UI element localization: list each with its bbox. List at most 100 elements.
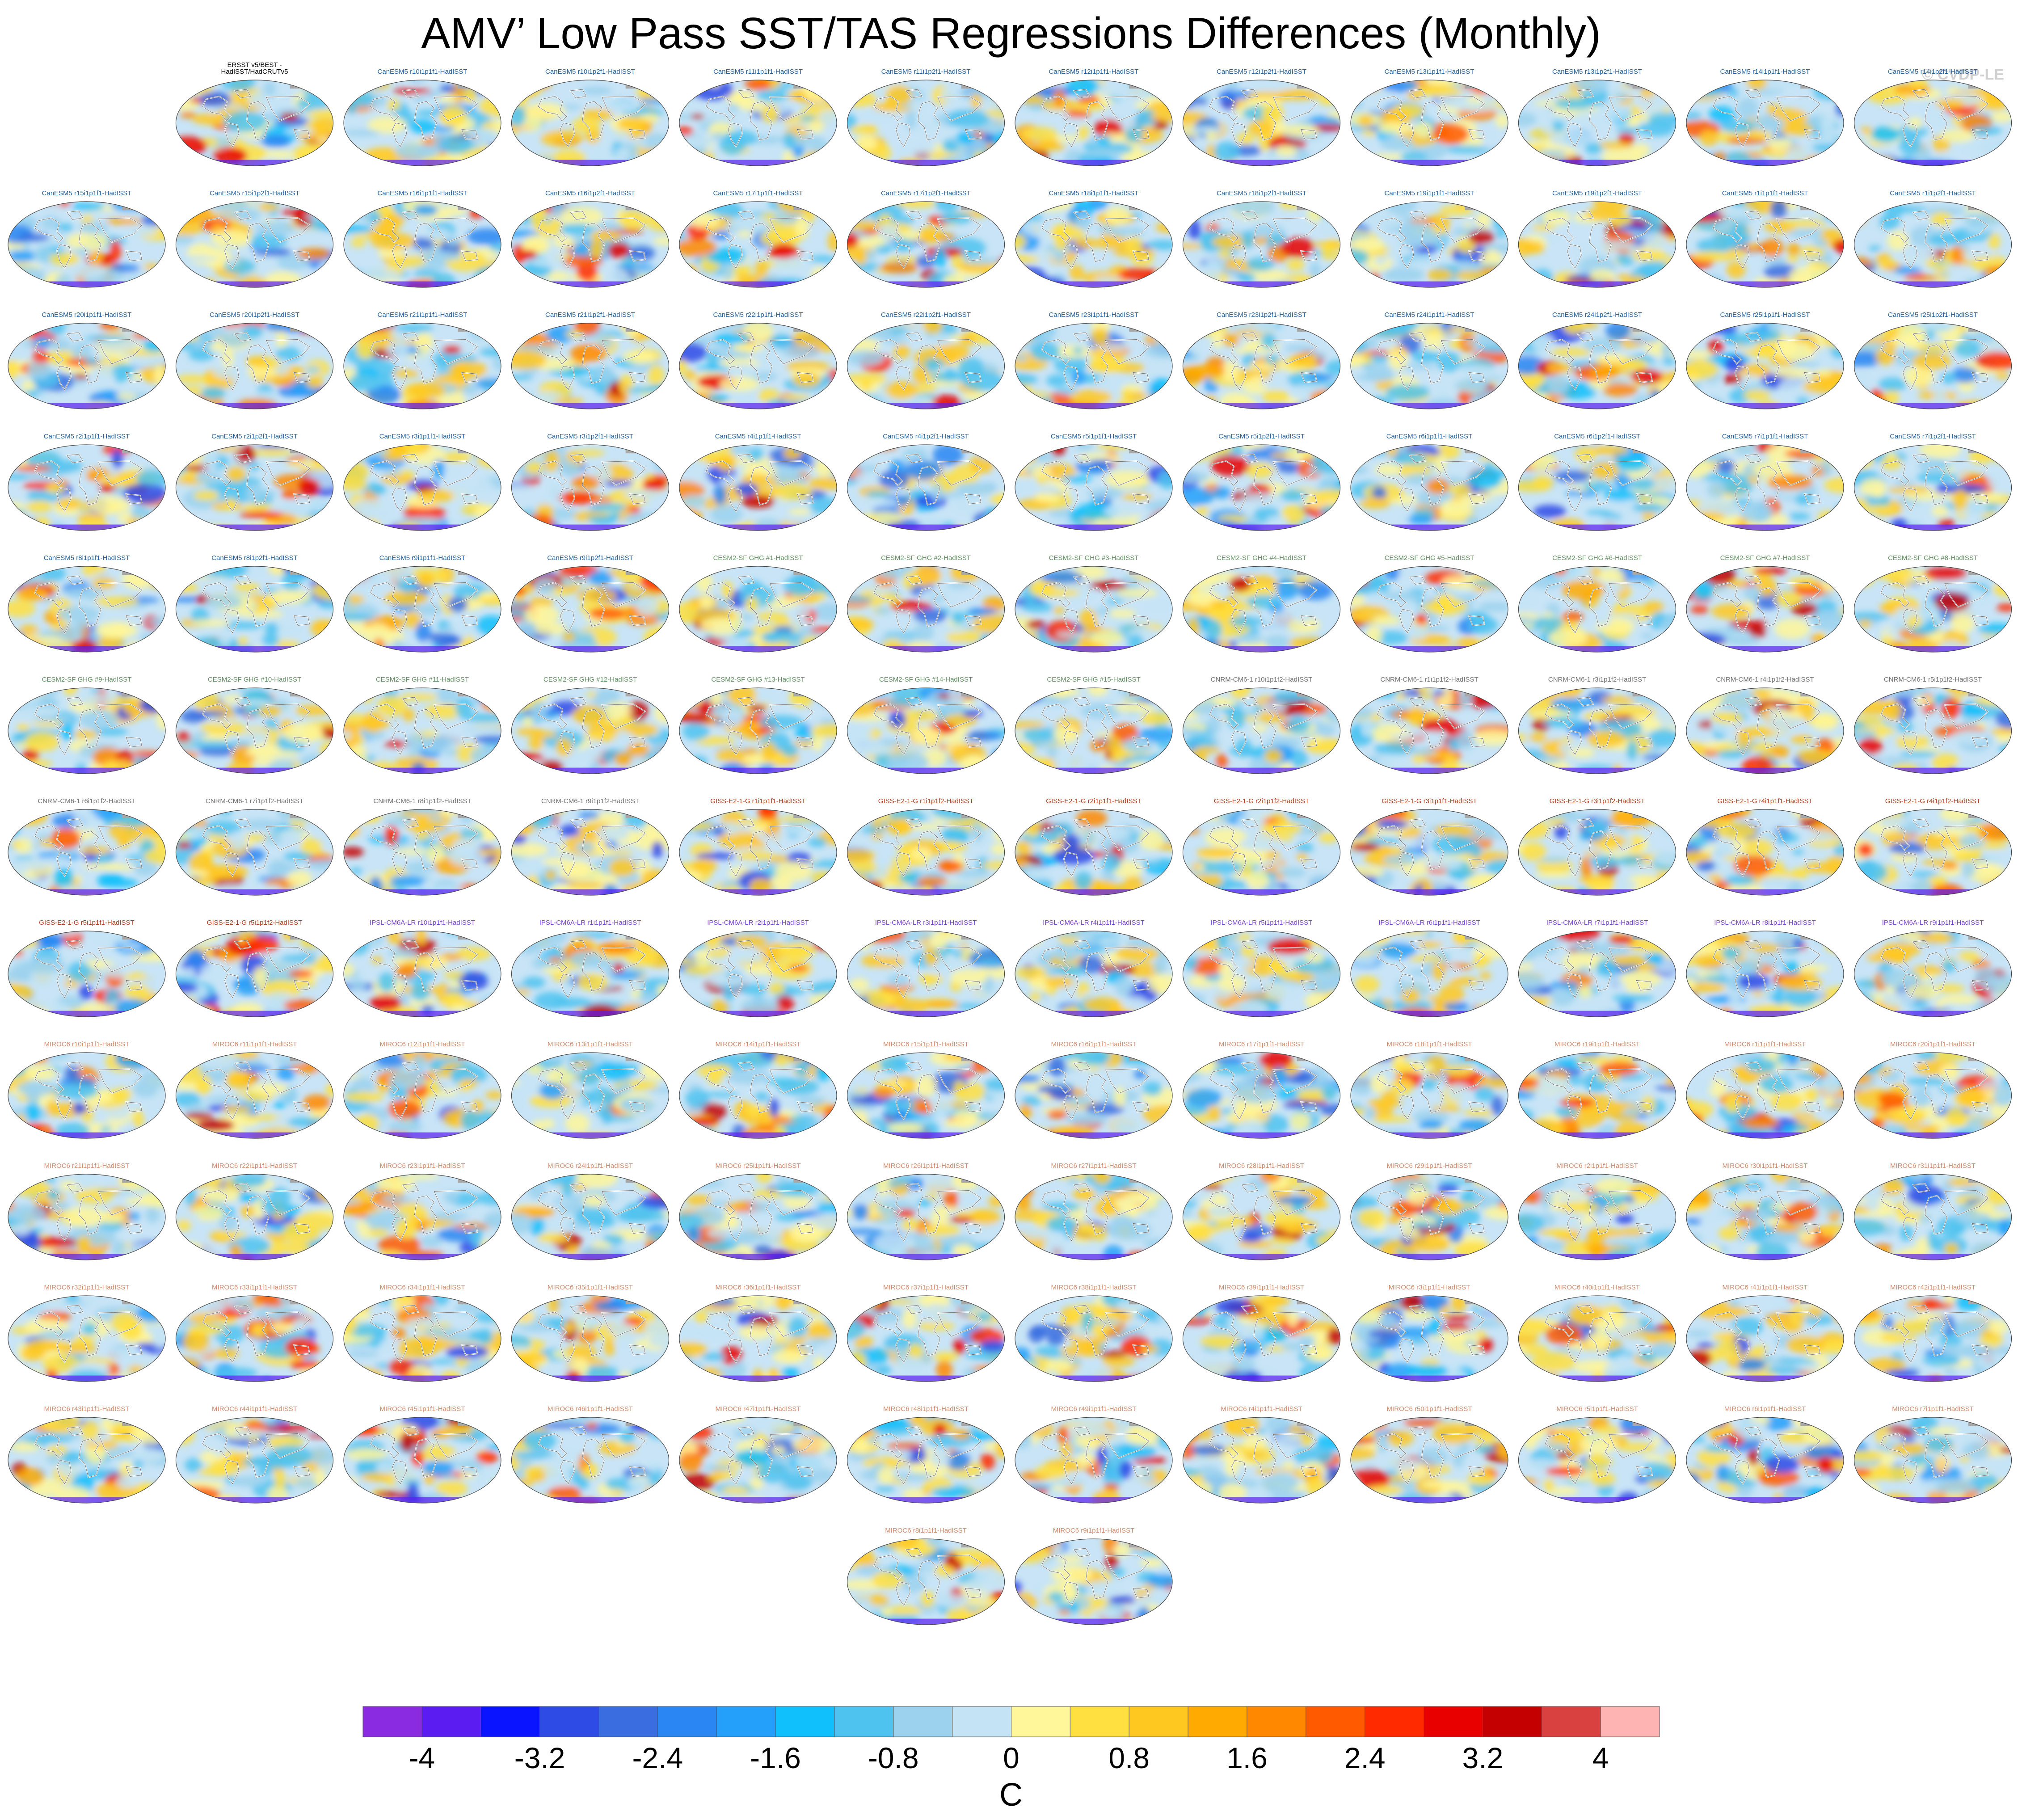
- panel-title: CESM2-SF GHG #12-HadISST: [543, 676, 637, 683]
- map-panel: MIROC6 r7i1p1f1-HadISST: [1854, 1405, 2012, 1504]
- map-panel: CanESM5 r5i1p2f1-HadISST: [1182, 433, 1341, 531]
- map-panel: GISS-E2-1-G r5i1p1f1-HadISST: [8, 919, 166, 1017]
- panel-title: CanESM5 r16i1p2f1-HadISST: [545, 190, 635, 197]
- panel-title: MIROC6 r12i1p1f1-HadISST: [380, 1041, 465, 1048]
- map-panel: CESM2-SF GHG #3-HadISST: [1015, 554, 1173, 653]
- map-panel: MIROC6 r26i1p1f1-HadISST: [847, 1162, 1005, 1260]
- map-panel: CESM2-SF GHG #15-HadISST: [1015, 676, 1173, 774]
- map-panel: MIROC6 r37i1p1f1-HadISST: [847, 1284, 1005, 1382]
- panel-title: IPSL-CM6A-LR r3i1p1f1-HadISST: [875, 919, 977, 927]
- panel-title: CESM2-SF GHG #15-HadISST: [1047, 676, 1140, 683]
- map-panel: MIROC6 r41i1p1f1-HadISST: [1686, 1284, 1844, 1382]
- panel-title: MIROC6 r14i1p1f1-HadISST: [716, 1041, 801, 1048]
- map-panel: GISS-E2-1-G r5i1p1f2-HadISST: [175, 919, 334, 1017]
- panel-title: CanESM5 r5i1p2f1-HadISST: [1218, 433, 1305, 440]
- panel-title: CanESM5 r15i1p2f1-HadISST: [210, 190, 299, 197]
- panel-title: GISS-E2-1-G r2i1p1f2-HadISST: [1214, 797, 1309, 805]
- panel-title: MIROC6 r38i1p1f1-HadISST: [1051, 1284, 1137, 1291]
- panel-title: ERSST v5/BEST -HadISST/HadCRUTv5: [221, 61, 288, 76]
- panel-title: IPSL-CM6A-LR r2i1p1f1-HadISST: [707, 919, 809, 927]
- map-panel: CanESM5 r14i1p1f1-HadISST: [1686, 68, 1844, 166]
- panel-title: CanESM5 r20i1p1f1-HadISST: [42, 311, 132, 319]
- panel-title: CanESM5 r24i1p1f1-HadISST: [1385, 311, 1474, 319]
- map-panel: MIROC6 r17i1p1f1-HadISST: [1182, 1041, 1341, 1139]
- panel-title: CESM2-SF GHG #8-HadISST: [1888, 554, 1978, 562]
- panel-title: MIROC6 r39i1p1f1-HadISST: [1219, 1284, 1304, 1291]
- map-panel: IPSL-CM6A-LR r4i1p1f1-HadISST: [1015, 919, 1173, 1017]
- panel-title: IPSL-CM6A-LR r6i1p1f1-HadISST: [1378, 919, 1480, 927]
- panel-title: MIROC6 r7i1p1f1-HadISST: [1892, 1405, 1974, 1413]
- panel-title: GISS-E2-1-G r3i1p1f1-HadISST: [1382, 797, 1477, 805]
- map-panel: IPSL-CM6A-LR r8i1p1f1-HadISST: [1686, 919, 1844, 1017]
- colorbar-swatch: [716, 1706, 776, 1737]
- map-panel: GISS-E2-1-G r2i1p1f1-HadISST: [1015, 797, 1173, 896]
- map-panel: CanESM5 r3i1p2f1-HadISST: [511, 433, 670, 531]
- map-panel: CNRM-CM6-1 r3i1p1f2-HadISST: [1518, 676, 1677, 774]
- map-panel: MIROC6 r47i1p1f1-HadISST: [679, 1405, 837, 1504]
- panel-title: CanESM5 r3i1p1f1-HadISST: [379, 433, 466, 440]
- panel-title: MIROC6 r8i1p1f1-HadISST: [885, 1527, 967, 1534]
- map-panel: MIROC6 r15i1p1f1-HadISST: [847, 1041, 1005, 1139]
- panel-title: GISS-E2-1-G r5i1p1f1-HadISST: [39, 919, 134, 927]
- panel-title: CESM2-SF GHG #2-HadISST: [881, 554, 971, 562]
- map-panel: IPSL-CM6A-LR r2i1p1f1-HadISST: [679, 919, 837, 1017]
- map-panel: MIROC6 r32i1p1f1-HadISST: [8, 1284, 166, 1382]
- panel-title: MIROC6 r22i1p1f1-HadISST: [212, 1162, 297, 1170]
- map-panel: CanESM5 r10i1p2f1-HadISST: [511, 68, 670, 166]
- panel-title: CanESM5 r16i1p1f1-HadISST: [378, 190, 468, 197]
- colorbar-swatch: [539, 1706, 599, 1737]
- panel-title: GISS-E2-1-G r1i1p1f1-HadISST: [710, 797, 805, 805]
- map-panel: MIROC6 r50i1p1f1-HadISST: [1350, 1405, 1508, 1504]
- map-panel: MIROC6 r48i1p1f1-HadISST: [847, 1405, 1005, 1504]
- map-panel: CanESM5 r18i1p2f1-HadISST: [1182, 190, 1341, 288]
- map-panel: MIROC6 r45i1p1f1-HadISST: [343, 1405, 501, 1504]
- map-panel: CanESM5 r6i1p1f1-HadISST: [1350, 433, 1508, 531]
- map-panel: MIROC6 r11i1p1f1-HadISST: [175, 1041, 334, 1139]
- panel-title: MIROC6 r45i1p1f1-HadISST: [380, 1405, 465, 1413]
- panel-title: MIROC6 r4i1p1f1-HadISST: [1221, 1405, 1302, 1413]
- panel-title: CanESM5 r10i1p2f1-HadISST: [545, 68, 635, 76]
- panel-title: MIROC6 r23i1p1f1-HadISST: [380, 1162, 465, 1170]
- map-panel: CanESM5 r8i1p1f1-HadISST: [8, 554, 166, 653]
- colorbar-tick-label: -4: [409, 1741, 435, 1774]
- map-panel: MIROC6 r19i1p1f1-HadISST: [1518, 1041, 1677, 1139]
- panel-title: MIROC6 r40i1p1f1-HadISST: [1554, 1284, 1640, 1291]
- colorbar-tick-label: 1.6: [1226, 1741, 1268, 1774]
- panel-title: MIROC6 r36i1p1f1-HadISST: [716, 1284, 801, 1291]
- map-panel: MIROC6 r13i1p1f1-HadISST: [511, 1041, 670, 1139]
- panel-title: CESM2-SF GHG #3-HadISST: [1049, 554, 1139, 562]
- map-panel: CanESM5 r17i1p1f1-HadISST: [679, 190, 837, 288]
- colorbar-swatch: [362, 1706, 422, 1737]
- map-panel: MIROC6 r23i1p1f1-HadISST: [343, 1162, 501, 1260]
- panel-title: CanESM5 r1i1p2f1-HadISST: [1890, 190, 1976, 197]
- panel-title: CESM2-SF GHG #14-HadISST: [879, 676, 973, 683]
- panel-title: CNRM-CM6-1 r8i1p1f2-HadISST: [373, 797, 471, 805]
- panel-title: MIROC6 r16i1p1f1-HadISST: [1051, 1041, 1137, 1048]
- panel-title: CNRM-CM6-1 r9i1p1f2-HadISST: [541, 797, 639, 805]
- panel-title: CESM2-SF GHG #11-HadISST: [376, 676, 469, 683]
- map-panel: CanESM5 r15i1p1f1-HadISST: [8, 190, 166, 288]
- map-panel: MIROC6 r34i1p1f1-HadISST: [343, 1284, 501, 1382]
- map-panel: CESM2-SF GHG #14-HadISST: [847, 676, 1005, 774]
- map-panel: CNRM-CM6-1 r5i1p1f2-HadISST: [1854, 676, 2012, 774]
- map-panel: MIROC6 r43i1p1f1-HadISST: [8, 1405, 166, 1504]
- map-panel: MIROC6 r9i1p1f1-HadISST: [1015, 1527, 1173, 1625]
- panel-title: CanESM5 r23i1p1f1-HadISST: [1049, 311, 1139, 319]
- panel-title: MIROC6 r5i1p1f1-HadISST: [1556, 1405, 1638, 1413]
- colorbar-swatch: [1011, 1706, 1070, 1737]
- map-panel: MIROC6 r46i1p1f1-HadISST: [511, 1405, 670, 1504]
- map-panel: MIROC6 r42i1p1f1-HadISST: [1854, 1284, 2012, 1382]
- panel-title: MIROC6 r24i1p1f1-HadISST: [548, 1162, 633, 1170]
- map-panel: CNRM-CM6-1 r6i1p1f2-HadISST: [8, 797, 166, 896]
- panel-title: MIROC6 r41i1p1f1-HadISST: [1723, 1284, 1808, 1291]
- panel-title: IPSL-CM6A-LR r7i1p1f1-HadISST: [1546, 919, 1648, 927]
- panel-title: MIROC6 r31i1p1f1-HadISST: [1890, 1162, 1976, 1170]
- panel-title: CanESM5 r22i1p2f1-HadISST: [881, 311, 971, 319]
- map-panel: CanESM5 r20i1p1f1-HadISST: [8, 311, 166, 409]
- map-panel: CanESM5 r13i1p2f1-HadISST: [1518, 68, 1677, 166]
- map-panel: CanESM5 r11i1p2f1-HadISST: [847, 68, 1005, 166]
- panel-title: MIROC6 r49i1p1f1-HadISST: [1051, 1405, 1137, 1413]
- panel-title: MIROC6 r11i1p1f1-HadISST: [212, 1041, 297, 1048]
- panel-title: CanESM5 r7i1p2f1-HadISST: [1890, 433, 1976, 440]
- map-panel: CanESM5 r18i1p1f1-HadISST: [1015, 190, 1173, 288]
